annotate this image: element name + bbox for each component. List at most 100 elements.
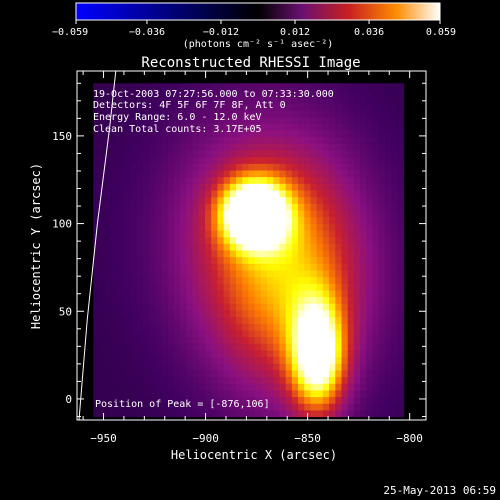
heatmap-cell bbox=[136, 349, 144, 358]
x-tick-label: −900 bbox=[192, 432, 219, 445]
heatmap-cell bbox=[372, 236, 380, 244]
heatmap-cell bbox=[260, 296, 268, 304]
heatmap-cell bbox=[205, 183, 212, 191]
heatmap-cell bbox=[124, 316, 132, 324]
heatmap-cell bbox=[260, 316, 268, 324]
heatmap-cell bbox=[273, 369, 281, 378]
heatmap-cell bbox=[205, 396, 212, 404]
heatmap-cell bbox=[111, 343, 119, 351]
heatmap-cell bbox=[347, 196, 355, 204]
heatmap-cell bbox=[378, 156, 386, 164]
heatmap-cell bbox=[285, 369, 293, 378]
heatmap-cell bbox=[341, 103, 349, 111]
heatmap-cell bbox=[273, 216, 281, 224]
heatmap-cell bbox=[279, 163, 287, 171]
heatmap-cell bbox=[304, 156, 312, 164]
heatmap-cell bbox=[397, 243, 405, 251]
heatmap-cell bbox=[329, 236, 336, 244]
heatmap-cell bbox=[360, 316, 367, 324]
heatmap-cell bbox=[192, 283, 200, 291]
heatmap-cell bbox=[298, 309, 305, 318]
heatmap-cell bbox=[322, 129, 330, 138]
heatmap-cell bbox=[111, 389, 119, 398]
heatmap-cell bbox=[254, 83, 262, 91]
heatmap-cell bbox=[111, 196, 119, 204]
heatmap-cell bbox=[242, 256, 250, 264]
heatmap-cell bbox=[384, 303, 392, 311]
heatmap-cell bbox=[223, 316, 231, 324]
heatmap-cell bbox=[198, 383, 206, 391]
heatmap-cell bbox=[186, 89, 194, 98]
heatmap-cell bbox=[223, 236, 231, 244]
heatmap-cell bbox=[211, 396, 219, 404]
heatmap-cell bbox=[173, 396, 181, 404]
heatmap-cell bbox=[161, 96, 169, 104]
heatmap-cell bbox=[329, 163, 336, 171]
heatmap-cell bbox=[223, 343, 231, 351]
heatmap-cell bbox=[347, 203, 355, 211]
heatmap-cell bbox=[322, 96, 330, 104]
heatmap-cell bbox=[111, 103, 119, 111]
heatmap-cell bbox=[335, 223, 343, 231]
heatmap-cell bbox=[279, 236, 287, 244]
heatmap-cell bbox=[229, 196, 237, 204]
heatmap-cell bbox=[304, 276, 312, 284]
heatmap-cell bbox=[198, 103, 206, 111]
heatmap-cell bbox=[155, 303, 163, 311]
heatmap-cell bbox=[198, 223, 206, 231]
heatmap-cell bbox=[248, 403, 256, 411]
heatmap-cell bbox=[242, 156, 250, 164]
heatmap-cell bbox=[99, 83, 107, 91]
heatmap-cell bbox=[248, 336, 256, 344]
heatmap-cell bbox=[378, 249, 386, 258]
heatmap-cell bbox=[397, 229, 405, 238]
heatmap-cell bbox=[384, 109, 392, 118]
heatmap-cell bbox=[142, 236, 150, 244]
heatmap-cell bbox=[155, 389, 163, 398]
heatmap-cell bbox=[217, 196, 225, 204]
heatmap-cell bbox=[192, 263, 200, 271]
heatmap-cell bbox=[111, 189, 119, 198]
heatmap-cell bbox=[155, 363, 163, 371]
heatmap-cell bbox=[260, 349, 268, 358]
colorbar-tick-label: 0.012 bbox=[280, 27, 310, 38]
heatmap-cell bbox=[291, 129, 299, 138]
heatmap-cell bbox=[366, 289, 374, 298]
heatmap-cell bbox=[366, 349, 374, 358]
heatmap-cell bbox=[335, 203, 343, 211]
heatmap-cell bbox=[198, 176, 206, 184]
heatmap-cell bbox=[124, 396, 132, 404]
heatmap-cell bbox=[304, 403, 312, 411]
heatmap-cell bbox=[347, 356, 355, 364]
heatmap-cell bbox=[378, 296, 386, 304]
heatmap-cell bbox=[211, 303, 219, 311]
heatmap-cell bbox=[397, 336, 405, 344]
heatmap-cell bbox=[99, 356, 107, 364]
heatmap-cell bbox=[372, 209, 380, 218]
heatmap-cell bbox=[384, 216, 392, 224]
heatmap-cell bbox=[124, 323, 132, 331]
heatmap-cell bbox=[353, 183, 361, 191]
heatmap-cell bbox=[285, 156, 293, 164]
heatmap-cell bbox=[186, 96, 194, 104]
heatmap-cell bbox=[372, 363, 380, 371]
heatmap-cell bbox=[304, 149, 312, 158]
heatmap-cell bbox=[236, 163, 243, 171]
heatmap-cell bbox=[124, 329, 132, 338]
heatmap-cell bbox=[161, 243, 169, 251]
heatmap-cell bbox=[248, 343, 256, 351]
heatmap-cell bbox=[360, 289, 367, 298]
heatmap-cell bbox=[397, 176, 405, 184]
heatmap-cell bbox=[242, 196, 250, 204]
heatmap-cell bbox=[167, 209, 175, 218]
heatmap-cell bbox=[173, 129, 181, 138]
heatmap-cell bbox=[93, 269, 101, 278]
heatmap-cell bbox=[93, 389, 101, 398]
heatmap-cell bbox=[372, 129, 380, 138]
heatmap-cell bbox=[360, 256, 367, 264]
heatmap-cell bbox=[291, 143, 299, 151]
heatmap-cell bbox=[242, 203, 250, 211]
heatmap-cell bbox=[298, 216, 305, 224]
heatmap-cell bbox=[329, 336, 336, 344]
heatmap-cell bbox=[304, 203, 312, 211]
